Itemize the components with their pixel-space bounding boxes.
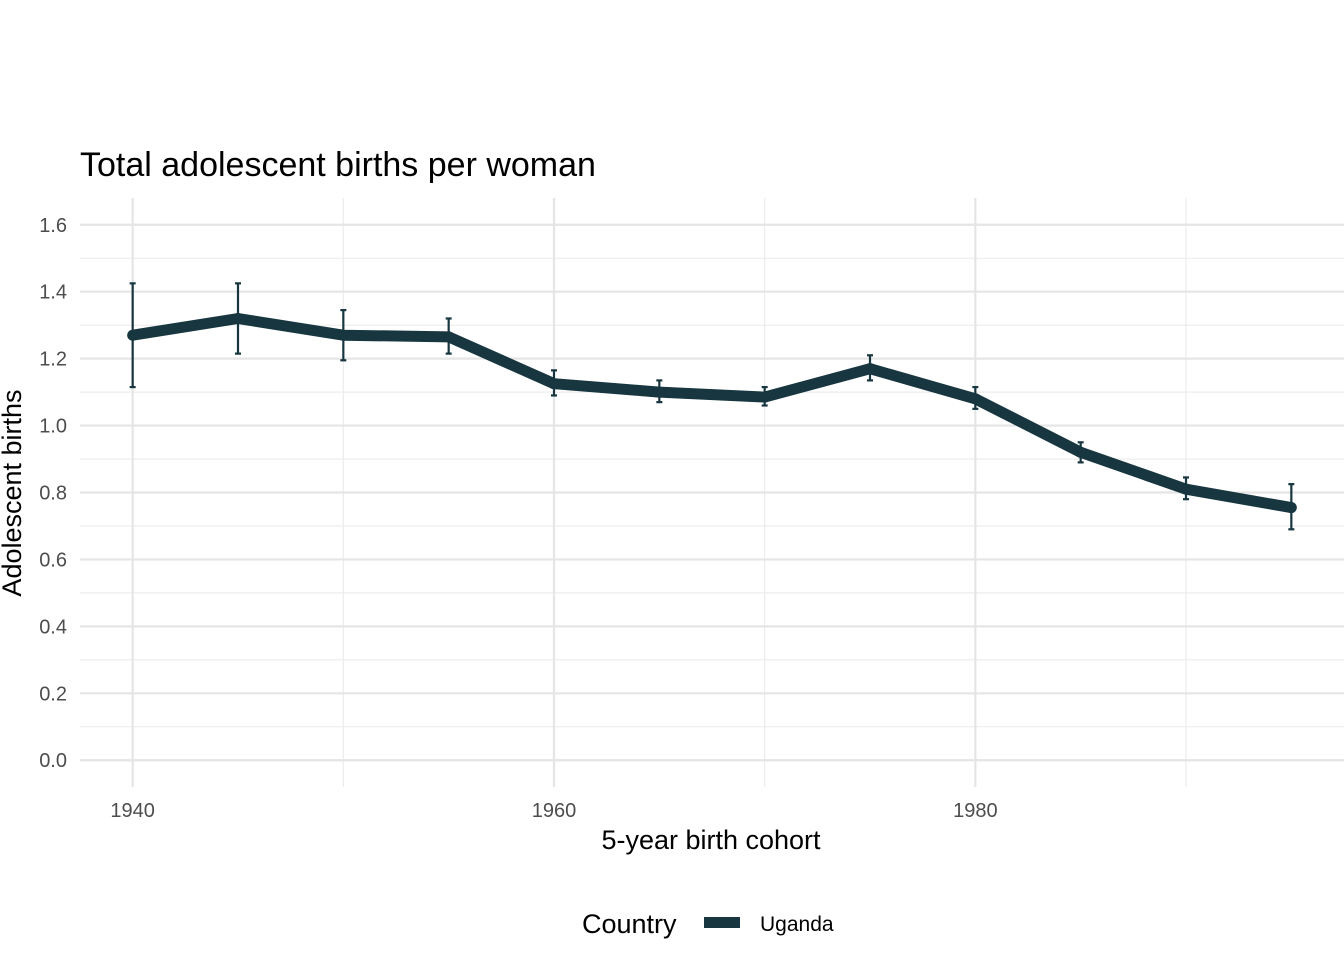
y-tick-label: 0.8 — [39, 483, 67, 505]
y-tick-label: 0.0 — [39, 750, 67, 772]
chart-title: Total adolescent births per woman — [80, 146, 596, 184]
y-axis-title: Adolescent births — [0, 389, 27, 596]
y-tick-label: 1.4 — [39, 282, 67, 304]
legend-key-uganda — [704, 917, 740, 928]
y-tick-label: 0.2 — [39, 683, 67, 705]
x-tick-label: 1960 — [532, 800, 577, 822]
y-tick-label: 0.6 — [39, 549, 67, 571]
y-tick-label: 0.4 — [39, 616, 67, 638]
data-point — [127, 329, 139, 341]
x-tick-label: 1980 — [953, 800, 998, 822]
grid-lines — [80, 198, 1344, 787]
data-point — [653, 386, 665, 398]
y-axis-ticks: 0.0 0.2 0.4 0.6 0.8 1.0 1.2 1.4 1.6 — [39, 215, 67, 772]
legend-title: Country — [582, 909, 677, 939]
data-point — [443, 331, 455, 343]
data-point — [1180, 483, 1192, 495]
legend: Country Uganda — [582, 909, 834, 939]
data-point — [759, 391, 771, 403]
data-point — [232, 312, 244, 324]
y-tick-label: 1.0 — [39, 416, 67, 438]
data-point — [1075, 446, 1087, 458]
data-point — [864, 363, 876, 375]
data-point — [969, 393, 981, 405]
data-point — [1285, 502, 1297, 514]
data-point — [548, 378, 560, 390]
series-lines — [127, 312, 1297, 514]
y-tick-label: 1.2 — [39, 349, 67, 371]
series-line-uganda — [131, 313, 1293, 514]
data-point — [337, 329, 349, 341]
x-axis-title: 5-year birth cohort — [601, 825, 821, 855]
y-tick-label: 1.6 — [39, 215, 67, 237]
x-tick-label: 1940 — [110, 800, 155, 822]
legend-label-uganda: Uganda — [760, 913, 834, 936]
x-axis-ticks: 1940 1960 1980 — [110, 800, 997, 822]
